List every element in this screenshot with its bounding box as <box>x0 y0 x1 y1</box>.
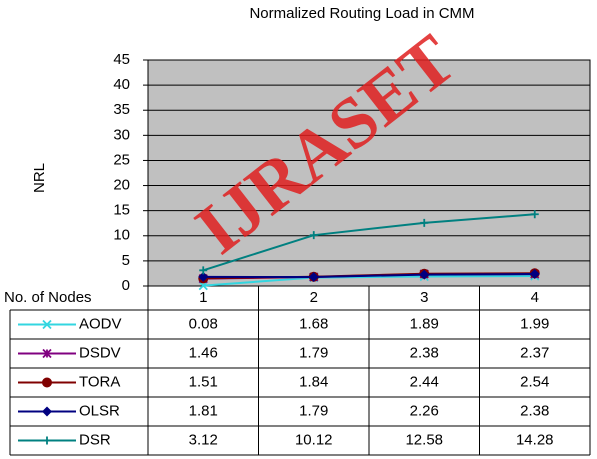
series-line <box>203 275 535 287</box>
table-cell: 1.79 <box>299 344 328 361</box>
legend-label: OLSR <box>79 402 120 419</box>
table-cell: 1.79 <box>299 402 328 419</box>
table-cell: 1.68 <box>299 315 328 332</box>
chart-title: Normalized Routing Load in CMM <box>249 5 474 22</box>
y-tick-label: 35 <box>113 101 130 118</box>
table-cell: 10.12 <box>295 431 333 448</box>
table-cell: 1.51 <box>189 373 218 390</box>
marker <box>199 266 208 275</box>
table-cell: 12.58 <box>405 431 443 448</box>
y-tick-label: 5 <box>122 252 130 269</box>
table-cell: 1.81 <box>189 402 218 419</box>
table-cell: 1.46 <box>189 344 218 361</box>
table-cell: 1.89 <box>410 315 439 332</box>
table-cell: 2.44 <box>410 373 439 390</box>
x-tick-label: 4 <box>531 289 539 306</box>
marker <box>42 319 52 330</box>
marker <box>419 269 430 280</box>
marker <box>42 348 52 359</box>
y-tick-label: 30 <box>113 126 130 143</box>
legend-label: DSR <box>79 431 111 448</box>
series-line <box>202 213 535 272</box>
table-cell: 1.84 <box>299 373 328 390</box>
marker <box>309 231 318 240</box>
legend-label: AODV <box>79 315 122 332</box>
marker <box>42 406 52 417</box>
table-cell: 2.38 <box>410 344 439 361</box>
y-tick-label: 0 <box>122 277 130 294</box>
y-axis-label: NRL <box>31 163 48 193</box>
legend-label: DSDV <box>79 344 121 361</box>
table-cell: 3.12 <box>189 431 218 448</box>
marker <box>420 218 429 227</box>
x-tick-label: 1 <box>199 289 207 306</box>
table-cell: 1.99 <box>520 315 549 332</box>
table-cell: 2.54 <box>520 373 549 390</box>
marker <box>198 280 208 291</box>
y-tick-label: 25 <box>113 151 130 168</box>
y-tick-label: 45 <box>113 51 130 68</box>
marker <box>308 272 319 283</box>
x-tick-label: 2 <box>310 289 318 306</box>
y-tick-label: 40 <box>113 76 130 93</box>
data-table <box>9 286 591 456</box>
marker <box>530 210 539 219</box>
table-cell: 14.28 <box>516 431 554 448</box>
table-cell: 2.26 <box>410 402 439 419</box>
x-tick-label: 3 <box>420 289 428 306</box>
marker <box>529 269 540 280</box>
legend-label: TORA <box>79 373 120 390</box>
y-tick-label: 15 <box>113 202 130 219</box>
marker <box>43 436 51 445</box>
marker <box>42 377 52 388</box>
x-axis-label: No. of Nodes <box>4 289 92 306</box>
table-cell: 2.38 <box>520 402 549 419</box>
table-cell: 2.37 <box>520 344 549 361</box>
series-line <box>203 273 535 279</box>
marker <box>198 271 209 282</box>
table-cell: 0.08 <box>189 315 218 332</box>
plot-area <box>147 59 591 287</box>
y-tick-label: 20 <box>113 177 130 194</box>
y-tick-label: 10 <box>113 227 130 244</box>
